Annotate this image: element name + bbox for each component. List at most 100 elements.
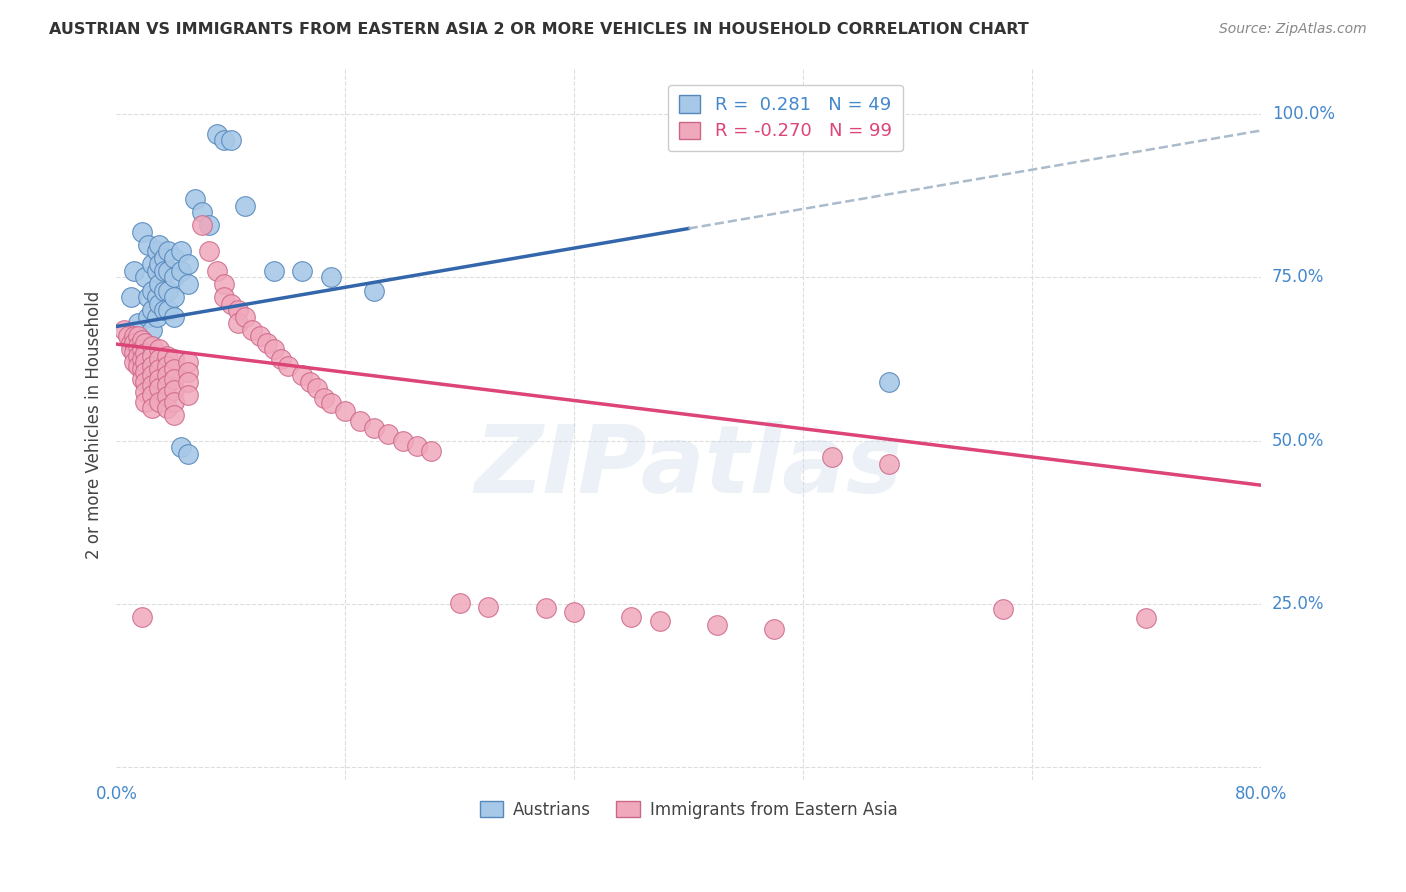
Point [136,237,159,252]
Point [249,329,271,343]
Point [349,414,371,428]
Point [131,352,153,367]
Text: Source: ZipAtlas.com: Source: ZipAtlas.com [1219,22,1367,37]
Point [117,329,139,343]
Point [120,335,142,350]
Point [134,375,156,389]
Point [152,264,174,278]
Point [363,284,385,298]
Point [620,610,643,624]
Point [291,264,314,278]
Point [122,345,145,359]
Point [148,257,170,271]
Point [163,251,186,265]
Text: ZIPatlas: ZIPatlas [474,421,903,513]
Point [205,127,228,141]
Point [131,333,153,347]
Point [134,365,156,379]
Point [177,375,200,389]
Point [177,355,200,369]
Point [163,372,186,386]
Point [145,264,167,278]
Point [240,323,263,337]
Text: 50.0%: 50.0% [1272,432,1324,450]
Point [155,349,177,363]
Point [534,601,557,615]
Point [163,352,186,367]
Point [120,343,142,357]
Point [319,396,342,410]
Point [156,303,179,318]
Point [363,420,385,434]
Point [152,251,174,265]
Point [163,310,186,324]
Point [134,384,156,399]
Point [298,375,321,389]
Point [141,378,163,392]
Point [127,316,149,330]
Point [155,378,177,392]
Point [877,375,900,389]
Point [122,264,145,278]
Point [233,310,256,324]
Point [277,359,299,373]
Point [163,408,186,422]
Point [219,296,242,310]
Point [263,264,285,278]
Point [148,277,170,291]
Point [562,606,585,620]
Point [155,368,177,383]
Text: AUSTRIAN VS IMMIGRANTS FROM EASTERN ASIA 2 OR MORE VEHICLES IN HOUSEHOLD CORRELA: AUSTRIAN VS IMMIGRANTS FROM EASTERN ASIA… [49,22,1029,37]
Point [312,392,335,406]
Point [191,219,214,233]
Point [319,270,342,285]
Point [134,270,156,285]
Point [131,343,153,357]
Point [449,596,471,610]
Point [226,303,249,318]
Point [177,277,200,291]
Point [163,290,186,304]
Point [134,394,156,409]
Point [145,244,167,259]
Point [163,384,186,398]
Point [155,401,177,415]
Point [148,372,170,386]
Point [163,270,186,285]
Point [156,264,179,278]
Point [155,359,177,373]
Text: 25.0%: 25.0% [1272,595,1324,613]
Point [233,199,256,213]
Point [405,439,427,453]
Point [377,427,399,442]
Point [122,329,145,343]
Y-axis label: 2 or more Vehicles in Household: 2 or more Vehicles in Household [86,290,103,558]
Point [212,133,235,147]
Point [148,352,170,367]
Point [335,404,357,418]
Point [127,329,149,343]
Point [198,244,221,259]
Point [141,339,163,353]
Point [127,359,149,373]
Point [141,257,163,271]
Point [141,388,163,402]
Point [136,290,159,304]
Point [305,382,328,396]
Point [131,362,153,376]
Point [263,343,285,357]
Point [148,296,170,310]
Legend: Austrians, Immigrants from Eastern Asia: Austrians, Immigrants from Eastern Asia [474,794,904,825]
Point [141,284,163,298]
Point [148,382,170,396]
Point [156,244,179,259]
Point [163,394,186,409]
Point [212,277,235,291]
Point [127,339,149,353]
Point [141,349,163,363]
Point [141,359,163,373]
Point [155,389,177,403]
Point [148,394,170,409]
Point [120,290,142,304]
Point [270,352,292,367]
